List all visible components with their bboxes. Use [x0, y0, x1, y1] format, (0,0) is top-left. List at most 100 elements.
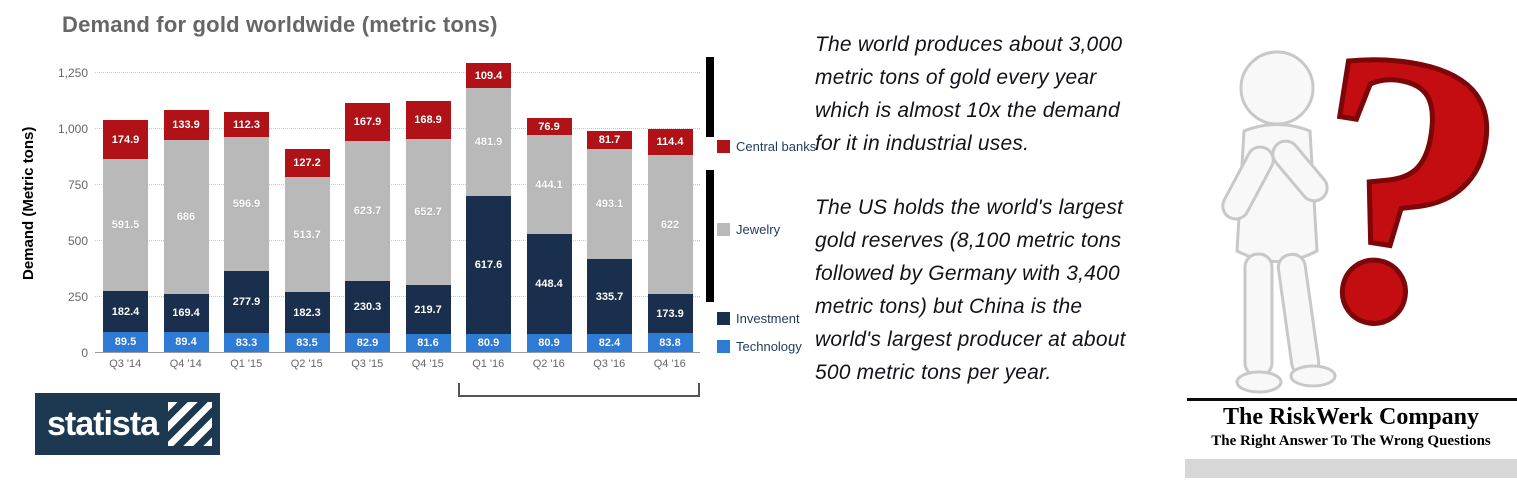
gridline [95, 240, 700, 241]
segment-value-label: 652.7 [414, 206, 442, 218]
technology-swatch-icon [717, 340, 730, 353]
segment-value-label: 83.5 [296, 336, 318, 349]
segment-technology: 83.5 [284, 333, 330, 352]
y-tick-label: 500 [67, 234, 88, 248]
chart-title: Demand for gold worldwide (metric tons) [62, 12, 498, 37]
bracket-2016-group [458, 383, 700, 397]
bar-q116: 80.9 617.6 481.9 109.4 [458, 53, 519, 353]
segment-investment: 448.4 [526, 234, 572, 334]
segment-value-label: 133.9 [172, 119, 200, 131]
segment-investment: 617.6 [466, 196, 511, 334]
segment-central-banks: 167.9 [345, 103, 390, 141]
segment-value-label: 167.9 [353, 116, 382, 128]
segment-value-label: 127.2 [293, 157, 321, 169]
bar-q314: 89.5 182.4 591.5 174.9 [95, 53, 156, 353]
segment-value-label: 76.9 [538, 120, 560, 133]
plot-area: 89.5 182.4 591.5 174.9 89.4 169.4 686 133.9 83.3… [95, 53, 700, 353]
riskwerk-panel: ? The RiskWerk Company The Right Answer … [1185, 0, 1517, 485]
segment-investment: 182.3 [284, 292, 330, 333]
segment-jewelry: 493.1 [587, 149, 632, 259]
x-tick-label: Q2 '15 [290, 358, 323, 370]
segment-value-label: 174.9 [111, 133, 140, 146]
segment-technology: 83.8 [647, 333, 693, 352]
bar-q316: 82.4 335.7 493.1 81.7 [579, 53, 640, 353]
stacked-bar: 82.9 230.3 623.7 167.9 [345, 103, 390, 352]
x-tick-label: Q4 '15 [411, 358, 444, 370]
y-axis: 1,250 1,000 750 500 250 0 [28, 53, 88, 360]
bar-q216: 80.9 448.4 444.1 76.9 [519, 53, 580, 353]
y-tick-label: 750 [67, 178, 88, 192]
segment-value-label: 622 [660, 218, 680, 231]
stacked-bar: 82.4 335.7 493.1 81.7 [587, 131, 632, 352]
y-tick-label: 1,250 [57, 66, 88, 80]
segment-investment: 277.9 [224, 271, 269, 333]
segment-technology: 81.6 [405, 334, 451, 352]
segment-value-label: 169.4 [172, 307, 200, 319]
gridline [95, 296, 700, 297]
segment-investment: 173.9 [647, 294, 693, 333]
statista-stripes-icon [168, 402, 212, 446]
segment-value-label: 81.7 [598, 134, 621, 146]
stacked-bar: 83.5 182.3 513.7 127.2 [284, 149, 330, 352]
note-line: The US holds the world's largest [815, 196, 1124, 219]
segment-value-label: 89.5 [114, 336, 137, 348]
segment-central-banks: 114.4 [647, 129, 693, 155]
segment-central-banks: 76.9 [526, 118, 572, 135]
bar-q414: 89.4 169.4 686 133.9 [156, 53, 217, 353]
segment-value-label: 114.4 [656, 136, 684, 148]
x-tick-label: Q4 '16 [653, 358, 686, 370]
note-line: The world produces about 3,000 [815, 33, 1123, 56]
gridline [95, 128, 700, 129]
riskwerk-separator [1187, 398, 1517, 401]
segment-value-label: 277.9 [232, 296, 261, 308]
segment-technology: 89.4 [163, 332, 209, 352]
segment-central-banks: 168.9 [405, 101, 451, 139]
segment-technology: 83.3 [224, 333, 269, 352]
segment-value-label: 80.9 [477, 337, 500, 349]
figure-leg [1243, 252, 1274, 378]
y-tick-label: 0 [81, 346, 88, 360]
segment-jewelry: 623.7 [345, 141, 390, 281]
segment-value-label: 81.6 [417, 337, 439, 349]
figure-foot-2 [1289, 364, 1337, 388]
segment-technology: 80.9 [526, 334, 572, 352]
segment-value-label: 109.4 [474, 69, 503, 82]
x-tick-label: Q3 '15 [351, 358, 384, 370]
segment-value-label: 596.9 [232, 198, 261, 210]
segment-value-label: 686 [176, 211, 196, 223]
segment-value-label: 623.7 [353, 205, 382, 217]
statista-wordmark: statista [47, 404, 159, 443]
segment-investment: 169.4 [163, 294, 209, 332]
segment-central-banks: 109.4 [466, 63, 511, 88]
segment-value-label: 83.3 [235, 336, 258, 349]
investment-swatch-icon [717, 312, 730, 325]
bar-q415: 81.6 219.7 652.7 168.9 [398, 53, 459, 353]
segment-jewelry: 622 [647, 155, 693, 294]
jewelry-swatch-icon [717, 223, 730, 236]
x-tick-label: Q2 '16 [532, 358, 565, 370]
segment-value-label: 448.4 [535, 278, 563, 290]
segment-technology: 82.4 [587, 334, 632, 352]
note-line: world's largest producer at about [815, 328, 1126, 351]
note-line: followed by Germany with 3,400 [815, 262, 1120, 285]
bar-q215: 83.5 182.3 513.7 127.2 [277, 53, 338, 353]
stacked-bar: 83.8 173.9 622 114.4 [647, 129, 693, 352]
question-mark-glyph: ? [1289, 0, 1517, 392]
segment-technology: 80.9 [466, 334, 511, 352]
segment-central-banks: 112.3 [224, 112, 269, 137]
segment-value-label: 219.7 [414, 303, 442, 316]
segment-value-label: 182.4 [111, 305, 140, 318]
x-tick-label: Q3 '14 [109, 358, 142, 370]
bar-q315: 82.9 230.3 623.7 167.9 [337, 53, 398, 353]
note-line: gold reserves (8,100 metric tons [815, 229, 1122, 252]
segment-value-label: 112.3 [233, 118, 260, 131]
legend-label: Central banks [736, 139, 817, 154]
x-tick-label: Q1 '15 [230, 358, 263, 370]
segment-value-label: 335.7 [595, 290, 624, 303]
segment-jewelry: 686 [163, 140, 209, 294]
chart-panel: Demand for gold worldwide (metric tons) … [20, 12, 816, 455]
segment-value-label: 591.5 [111, 219, 140, 231]
x-tick-label: Q1 '16 [472, 358, 505, 370]
segment-investment: 335.7 [587, 259, 632, 334]
